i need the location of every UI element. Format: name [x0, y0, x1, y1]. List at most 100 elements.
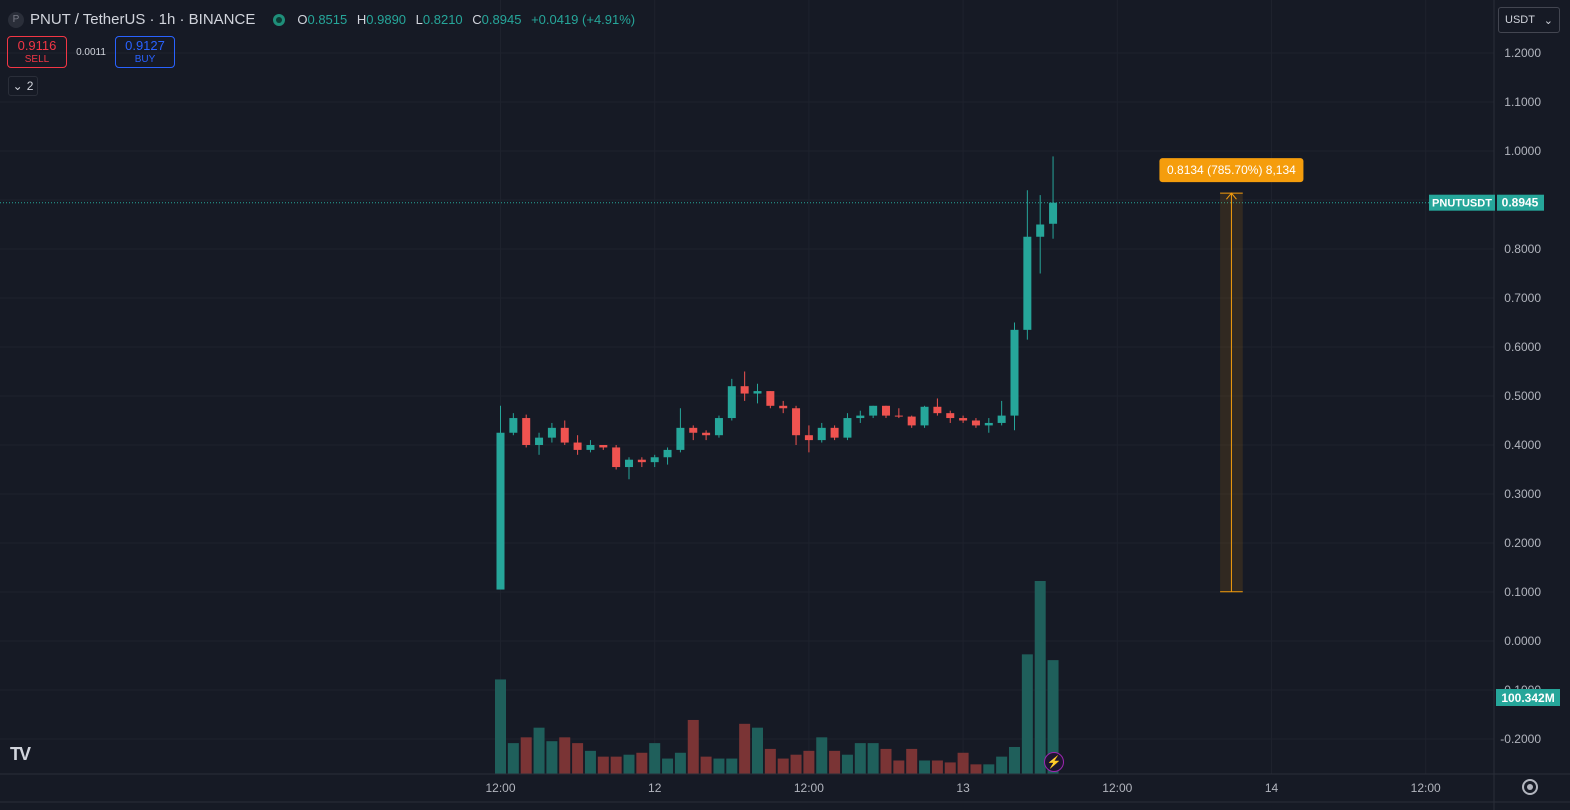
candle-body: [946, 413, 955, 419]
y-tick-label: 0.1000: [1504, 585, 1541, 599]
volume-bar: [1047, 660, 1059, 774]
y-tick-label: 0.2000: [1504, 536, 1541, 550]
volume-bar: [572, 743, 584, 774]
y-tick-label: 1.1000: [1504, 95, 1541, 109]
candle-body: [496, 432, 505, 590]
volume-bar: [700, 756, 712, 774]
volume-bar: [777, 758, 789, 774]
volume-label: 100.342M: [1501, 691, 1554, 705]
volume-bar: [623, 754, 635, 774]
candle-body: [1036, 224, 1045, 237]
y-tick-label: 0.8000: [1504, 242, 1541, 256]
lightning-icon[interactable]: ⚡: [1044, 752, 1064, 772]
candle-body: [625, 459, 633, 468]
volume-bar: [533, 727, 545, 774]
chevron-down-icon: ⌄: [1543, 14, 1553, 27]
volume-bar: [584, 750, 596, 774]
candle-body: [894, 415, 903, 417]
candle-body: [792, 408, 801, 436]
volume-bar: [803, 750, 815, 774]
candle-body: [804, 435, 813, 441]
candles: [496, 156, 1058, 590]
volume-bar: [559, 737, 571, 774]
symbol-label-bg: [1429, 194, 1495, 211]
y-tick-label: 0.5000: [1504, 389, 1541, 403]
candle-body: [984, 422, 993, 426]
candle-body: [663, 449, 672, 458]
sell-button[interactable]: 0.9116 SELL: [7, 36, 67, 68]
current-price-label: 0.8945: [1502, 196, 1539, 210]
candle-body: [599, 445, 608, 448]
volume-bar: [662, 758, 674, 774]
volume-bar: [752, 727, 763, 774]
volume-bar: [790, 754, 802, 774]
candle-body: [560, 427, 569, 443]
candle-body: [997, 415, 1006, 423]
volume-bar: [829, 750, 841, 774]
volume-bar: [636, 752, 648, 774]
volume-bar: [983, 764, 995, 774]
volume-bar: [970, 764, 982, 774]
y-tick-label: 0.4000: [1504, 438, 1541, 452]
spread-value: 0.0011: [76, 46, 106, 58]
candle-body: [509, 418, 518, 433]
candle-body: [535, 437, 544, 445]
volume-bar: [713, 758, 725, 774]
candle-body: [650, 457, 659, 463]
volume-bar: [867, 743, 879, 774]
volume-bar: [507, 743, 519, 774]
y-tick-label: 1.2000: [1504, 46, 1541, 60]
y-tick-label: 0.7000: [1504, 291, 1541, 305]
x-tick-label: 12:00: [1102, 781, 1132, 795]
candle-body: [753, 391, 762, 394]
y-tick-label: 1.0000: [1504, 144, 1541, 158]
buy-button[interactable]: 0.9127 BUY: [115, 36, 175, 68]
candle-body: [843, 418, 852, 438]
volume-bar: [893, 760, 905, 774]
candle-body: [586, 445, 595, 450]
candle-body: [971, 420, 980, 426]
x-tick-label: 14: [1265, 781, 1279, 795]
candle-body: [830, 427, 839, 438]
x-tick-label: 12: [648, 781, 662, 795]
x-tick-label: 12:00: [485, 781, 515, 795]
volume-bar: [739, 723, 751, 774]
candle-body: [727, 386, 736, 419]
candle-body: [882, 405, 890, 416]
price-axis-bg: [1494, 0, 1570, 810]
candle-body: [676, 427, 685, 450]
volume-label-bg: [1496, 689, 1560, 706]
candle-body: [817, 427, 826, 441]
volume-bar: [597, 756, 609, 774]
current-price-label-bg: [1497, 194, 1544, 211]
currency-selector[interactable]: USDT ⌄: [1498, 7, 1560, 33]
symbol-logo-icon: P: [8, 11, 24, 28]
measure-arrow-head: [1226, 192, 1237, 200]
candle-body: [689, 427, 698, 433]
chart-grid: [0, 202, 1494, 204]
volume-bar: [726, 758, 738, 774]
volume-bar: [919, 760, 931, 774]
indicators-collapse-button[interactable]: ⌄ 2: [8, 76, 38, 96]
candle-body: [714, 418, 723, 436]
volume-bar: [495, 679, 506, 774]
volume-bar: [610, 756, 622, 774]
measure-label-bg: [1159, 158, 1304, 183]
tradingview-logo: TV: [10, 744, 31, 764]
volume-bar: [841, 754, 853, 774]
y-tick-label: 0.3000: [1504, 487, 1541, 501]
candle-body: [547, 427, 556, 438]
candle-body: [612, 447, 621, 468]
volume-bar: [816, 737, 828, 774]
candle-body: [1023, 236, 1032, 330]
symbol-title[interactable]: PNUT / TetherUS · 1h · BINANCE: [30, 11, 256, 28]
trade-buttons: 0.9116 SELL 0.0011 0.9127 BUY: [7, 36, 175, 68]
settings-gear-icon[interactable]: [1522, 779, 1538, 795]
volume-bar: [906, 748, 918, 774]
volume-bar: [674, 752, 686, 774]
candle-body: [933, 406, 942, 414]
volume-bars: [495, 581, 1059, 774]
price-range-measure[interactable]: 0.8134 (785.70%) 8,134: [1159, 158, 1304, 593]
